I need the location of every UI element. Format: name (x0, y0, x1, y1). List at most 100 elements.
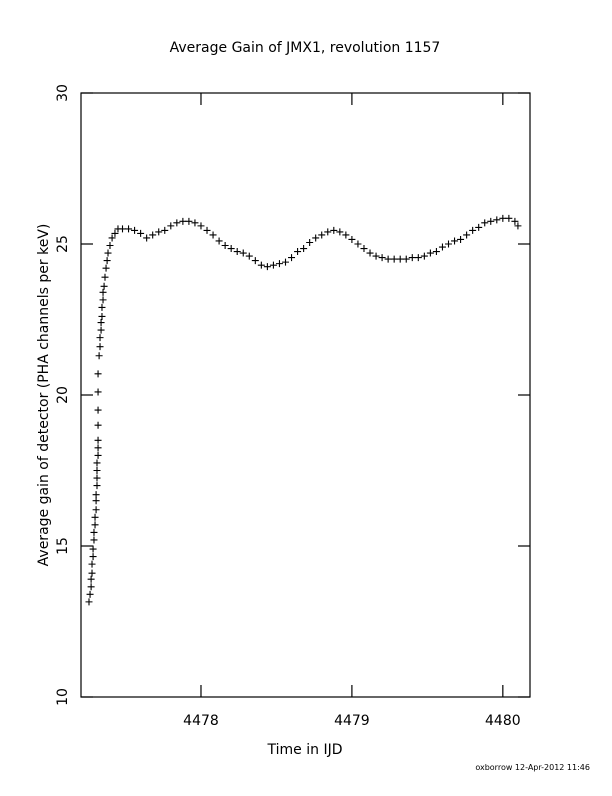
data-point (92, 491, 100, 499)
data-point (87, 575, 95, 583)
footer: oxborrow 12-Apr-2012 11:46 (475, 763, 590, 772)
data-point (360, 245, 368, 253)
data-point (445, 240, 453, 248)
data-point (384, 255, 392, 263)
chart-title: Average Gain of JMX1, revolution 1157 (170, 40, 441, 56)
data-point (104, 249, 112, 257)
data-point (306, 238, 314, 246)
data-point (99, 296, 107, 304)
data-point (408, 254, 416, 262)
data-point (88, 560, 96, 568)
x-tick-label: 4480 (485, 713, 521, 729)
data-point (93, 467, 101, 474)
data-point (372, 252, 380, 260)
data-point (100, 282, 108, 290)
data-point (269, 261, 277, 269)
data-point (215, 237, 223, 245)
data-point (94, 406, 102, 414)
data-point (94, 451, 102, 459)
data-point (324, 228, 332, 236)
data-point (102, 264, 110, 272)
data-point (493, 216, 501, 224)
data-point (191, 219, 199, 227)
data-point (221, 242, 229, 250)
data-point (366, 249, 374, 257)
data-point (94, 444, 102, 452)
data-point (155, 228, 163, 236)
data-point (98, 312, 106, 320)
data-point (94, 370, 102, 378)
data-point (318, 231, 326, 239)
data-point (227, 245, 235, 253)
data-point (330, 226, 338, 234)
y-tick-label: 15 (55, 537, 71, 555)
data-point (92, 497, 100, 505)
data-point (469, 226, 477, 234)
x-axis-label: Time in IJD (267, 742, 343, 758)
data-point (209, 231, 217, 239)
data-point (131, 226, 139, 234)
y-tick-label: 30 (55, 84, 71, 102)
data-point (103, 257, 111, 265)
data-point (487, 217, 495, 225)
data-point (275, 260, 283, 268)
data-point (402, 255, 410, 263)
data-point (312, 234, 320, 242)
data-point (203, 226, 211, 234)
data-point (197, 222, 205, 230)
data-point (282, 258, 290, 266)
data-point (94, 436, 102, 444)
x-tick-label: 4478 (183, 713, 219, 729)
data-point (86, 590, 94, 598)
data-point (97, 319, 105, 327)
data-point (179, 217, 187, 225)
y-tick-label: 10 (55, 688, 71, 706)
data-point (101, 273, 109, 281)
data-point (432, 248, 440, 256)
data-point (143, 234, 151, 242)
y-tick-label: 20 (55, 386, 71, 404)
data-point (396, 255, 404, 263)
data-point (348, 235, 356, 243)
data-point (233, 248, 241, 256)
data-point (173, 219, 181, 227)
data-point (438, 243, 446, 251)
data-point (426, 249, 434, 257)
data-point (514, 222, 522, 230)
data-point (93, 474, 101, 482)
data-point (511, 217, 519, 225)
data-point (251, 257, 259, 265)
data-point (88, 569, 96, 577)
data-point (463, 231, 471, 239)
data-point (342, 231, 350, 239)
y-axis-label: Average gain of detector (PHA channels p… (36, 224, 52, 567)
data-point (499, 214, 507, 222)
data-point (89, 545, 97, 553)
data-point (137, 229, 145, 237)
data-point (94, 421, 102, 429)
x-tick-label: 4479 (334, 713, 370, 729)
data-point (106, 242, 114, 250)
data-point (245, 252, 253, 260)
data-point (257, 261, 265, 269)
data-point (149, 231, 157, 239)
data-point (92, 506, 100, 514)
data-point (85, 598, 93, 606)
data-point (263, 263, 271, 271)
data-point (93, 459, 101, 467)
data-point (390, 255, 398, 263)
data-point (111, 229, 119, 237)
data-point (457, 235, 465, 243)
data-point (97, 326, 105, 334)
data-point (125, 225, 133, 233)
data-point (108, 234, 116, 242)
data-point (91, 513, 99, 521)
y-tick-label: 25 (55, 235, 71, 253)
data-point (505, 214, 513, 222)
data-point (119, 225, 127, 233)
data-point (95, 352, 103, 360)
data-point (378, 254, 386, 262)
data-point (294, 248, 302, 256)
